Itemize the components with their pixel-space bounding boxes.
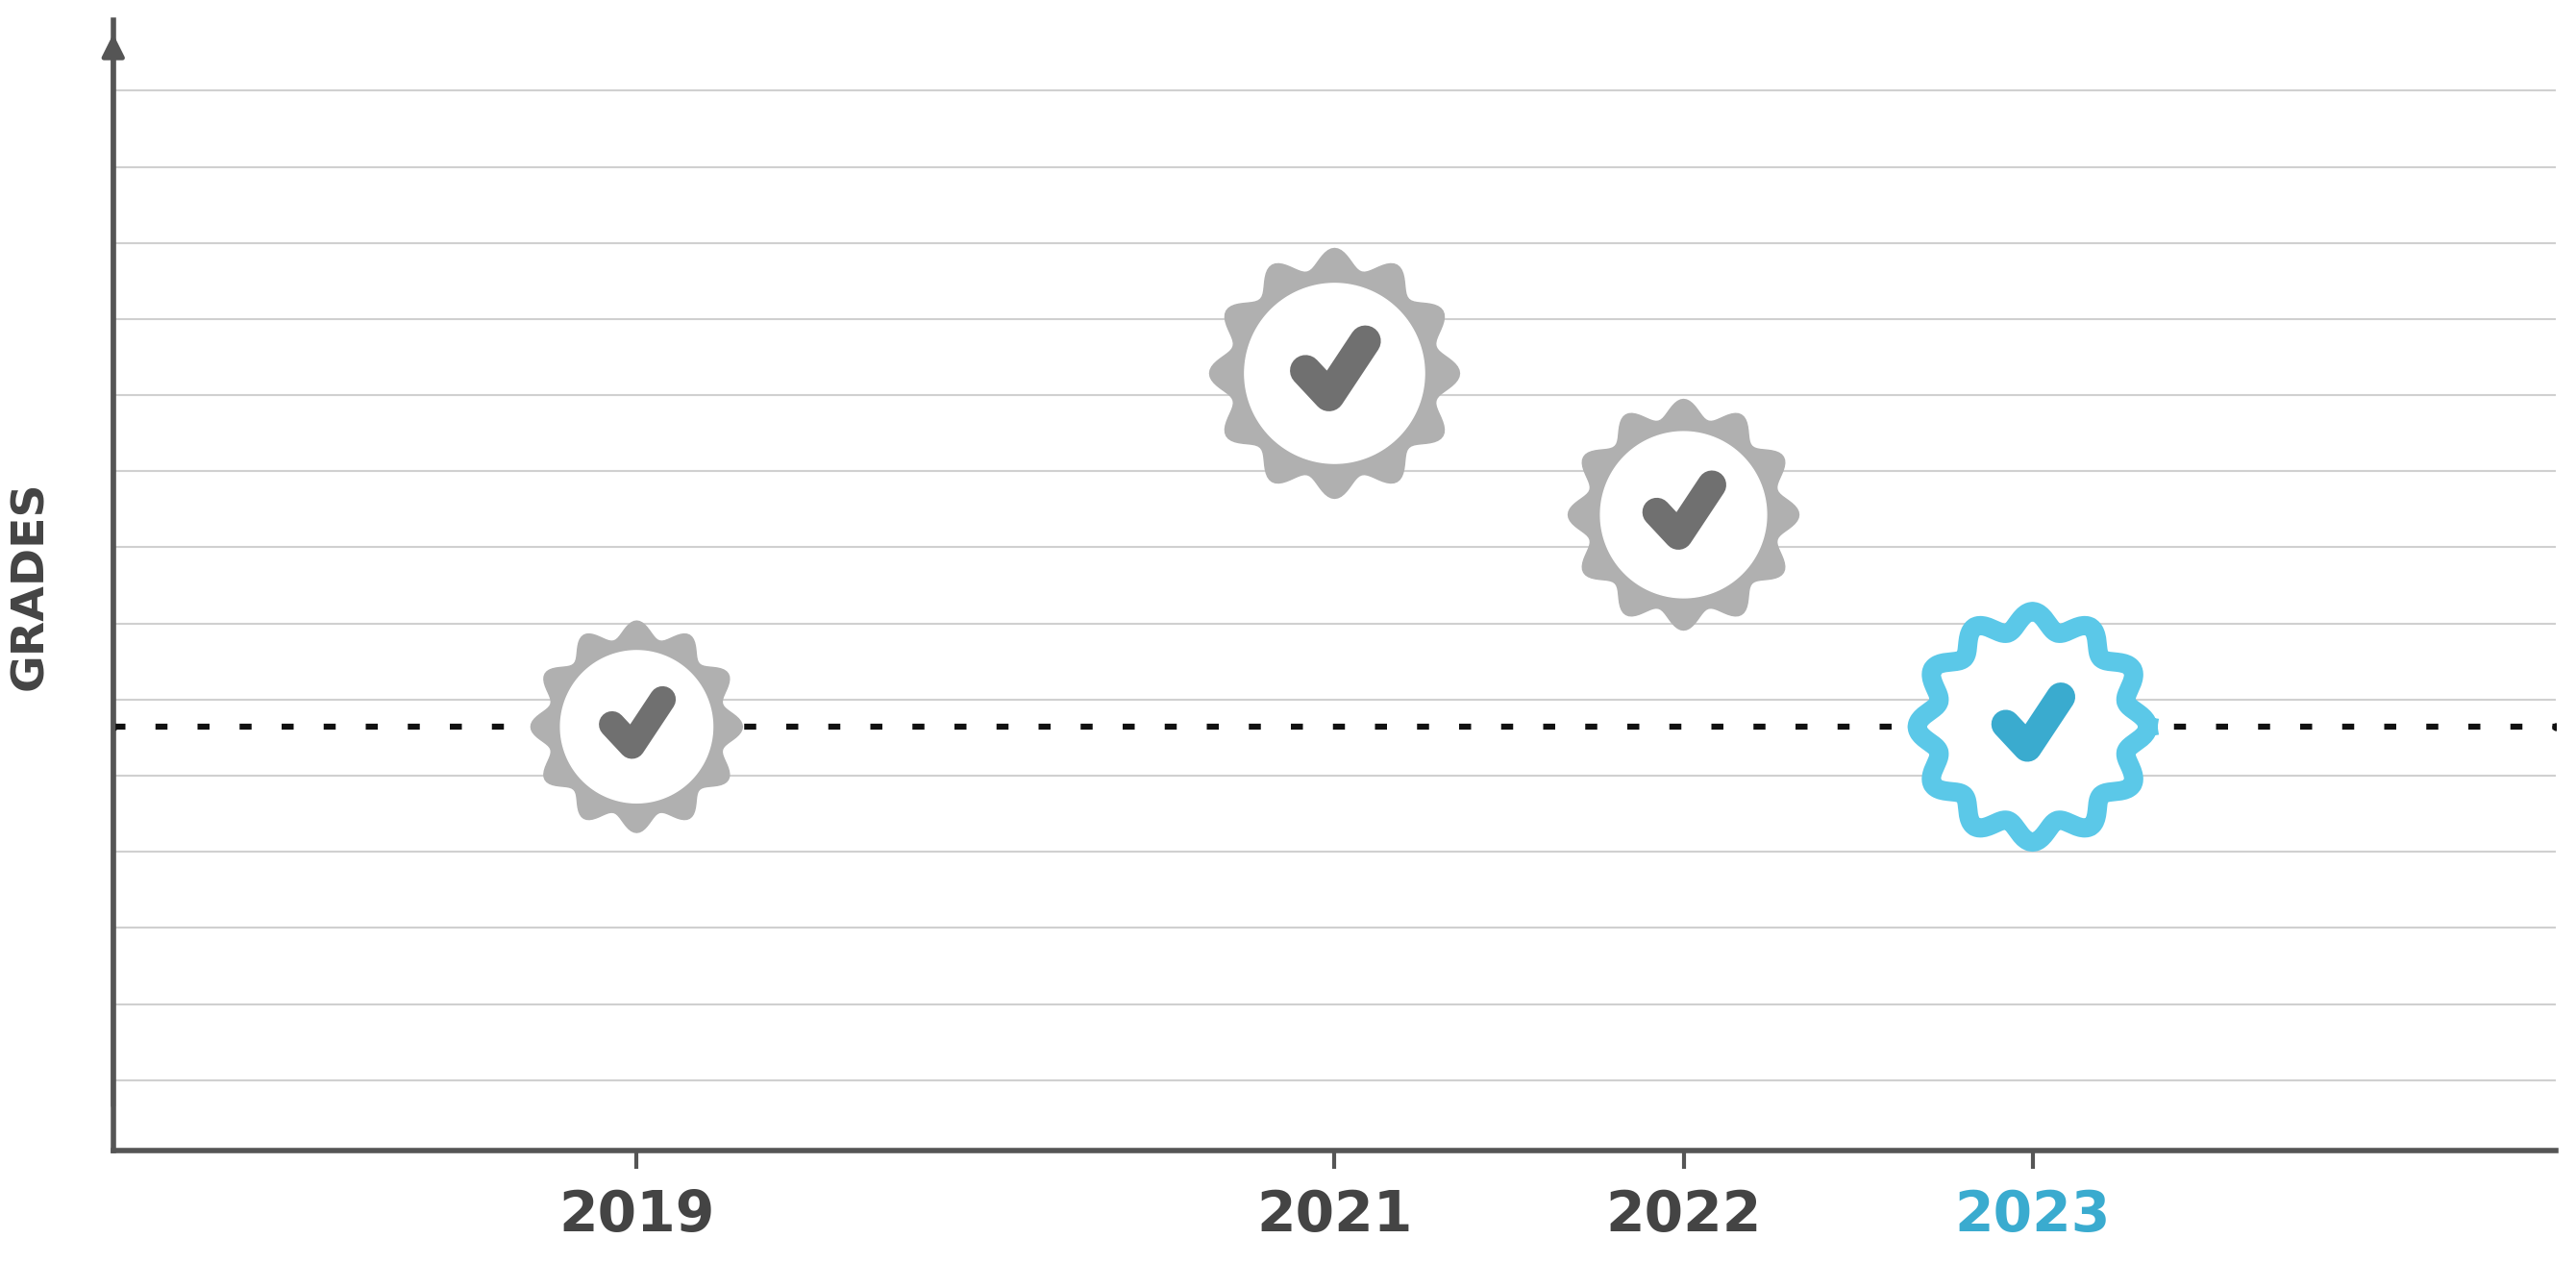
Y-axis label: GRADES: GRADES [8,481,52,690]
Polygon shape [1569,399,1798,630]
Polygon shape [562,650,714,803]
Polygon shape [1600,432,1767,597]
Polygon shape [1917,611,2148,842]
Polygon shape [1950,644,2115,810]
Polygon shape [1211,249,1461,499]
Polygon shape [531,621,742,832]
Polygon shape [1244,283,1425,464]
